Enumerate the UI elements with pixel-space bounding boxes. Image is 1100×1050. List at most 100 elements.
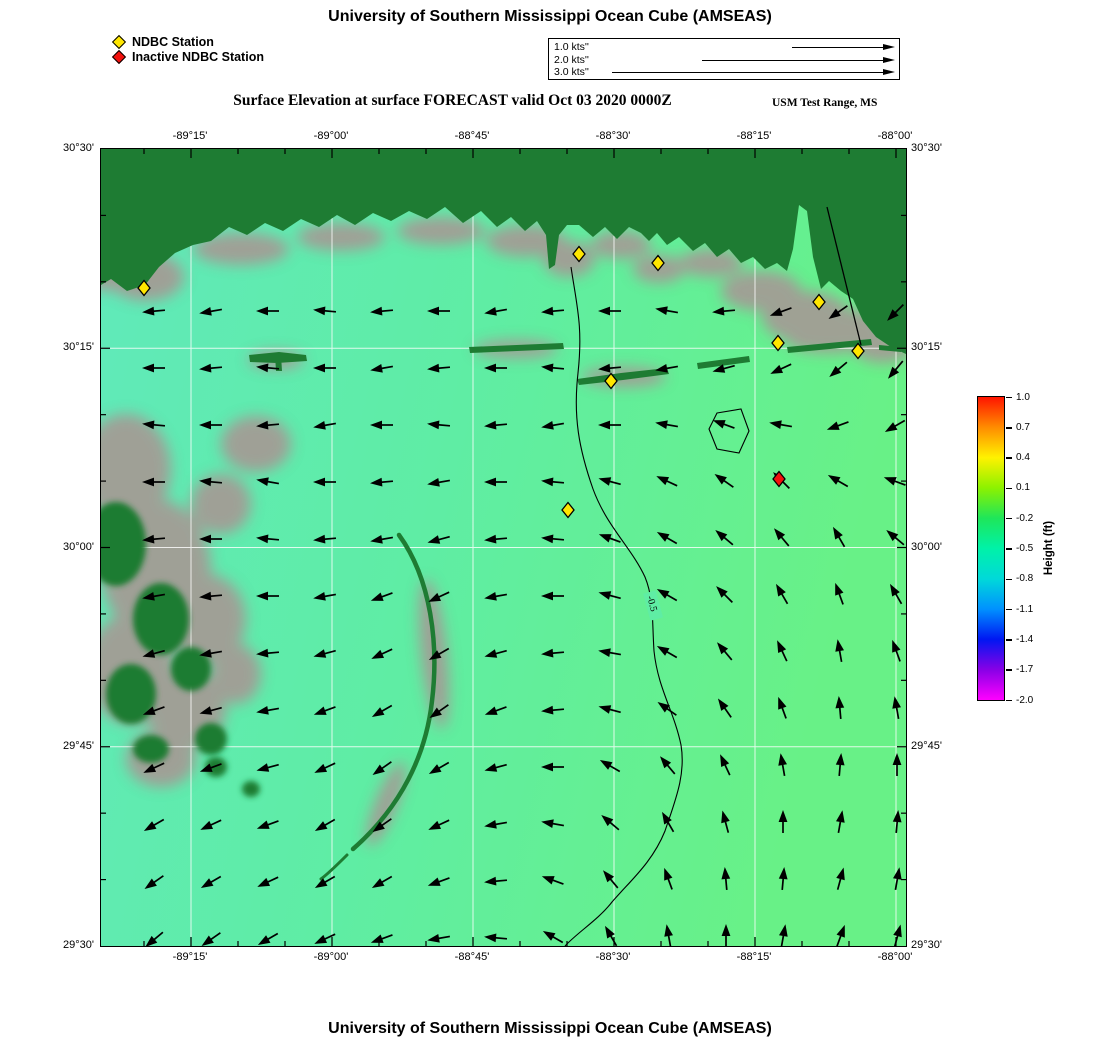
current-arrow: [541, 363, 565, 373]
chandeleur-islands: [350, 532, 437, 852]
current-arrow: [778, 753, 787, 777]
colorbar-tick-label: 0.1: [1016, 482, 1030, 494]
ship-island: [469, 343, 564, 353]
current-arrow: [142, 649, 165, 658]
current-arrow: [541, 819, 565, 828]
ndbc-station-marker: [561, 501, 575, 519]
current-arrow: [892, 753, 902, 776]
current-arrow: [717, 698, 732, 718]
current-arrow: [720, 754, 731, 776]
closed-contour: [708, 408, 750, 454]
axis-tick-label: -88°30': [595, 130, 631, 142]
current-arrow: [484, 534, 508, 544]
current-arrow: [199, 307, 223, 316]
vector-scale-arrowhead-icon: [883, 69, 895, 76]
current-arrow: [313, 477, 336, 487]
current-arrow: [656, 476, 678, 487]
footer-title: University of Southern Mississippi Ocean…: [328, 1020, 772, 1037]
current-arrow: [256, 820, 279, 829]
current-arrow: [598, 363, 622, 373]
current-arrow: [656, 646, 678, 659]
legend-row-active: NDBC Station: [111, 34, 264, 49]
current-arrow: [256, 534, 280, 544]
current-arrow: [778, 696, 787, 719]
region-label: USM Test Range, MS: [772, 97, 878, 109]
colorbar-tick: [1006, 699, 1012, 702]
colorbar-tick-label: -0.2: [1016, 512, 1034, 524]
current-arrow: [829, 361, 848, 377]
map: -0.5: [100, 148, 907, 947]
current-arrow: [827, 475, 849, 488]
current-arrow: [314, 818, 336, 831]
east-islet: [879, 345, 901, 352]
current-arrow: [777, 640, 788, 662]
colorbar-tick: [1006, 427, 1012, 429]
current-arrow: [142, 306, 166, 316]
current-arrow: [541, 306, 565, 316]
axis-tick-label: -88°45': [454, 130, 490, 142]
current-arrow: [484, 420, 508, 430]
current-arrow: [712, 420, 735, 429]
stations-layer: [137, 245, 865, 519]
current-arrow: [428, 591, 450, 602]
current-arrow: [655, 364, 679, 373]
current-arrow: [427, 877, 450, 886]
current-arrow: [200, 819, 222, 830]
elevation-contour: [564, 266, 683, 946]
petit-bois-island: [697, 356, 750, 369]
current-arrow: [428, 819, 450, 830]
current-arrow: [142, 477, 165, 487]
current-arrow: [199, 420, 222, 430]
colorbar-tick: [1006, 517, 1012, 520]
axis-tick-label: -88°00': [877, 130, 913, 142]
cat-island: [249, 352, 307, 371]
current-arrow: [199, 706, 222, 715]
current-arrow: [769, 420, 793, 429]
current-arrow: [892, 639, 901, 662]
current-arrow: [717, 642, 733, 661]
vector-scale-shaft: [612, 72, 884, 73]
current-arrow: [664, 924, 673, 946]
chandeleur-fragment: [319, 853, 349, 881]
current-arrow: [826, 421, 849, 430]
current-arrow: [370, 592, 393, 601]
current-arrow: [314, 875, 336, 888]
vector-scale-row: 2.0 kts'': [549, 54, 899, 67]
current-arrow: [890, 583, 903, 605]
current-arrow: [541, 648, 565, 658]
legend-row-inactive: Inactive NDBC Station: [111, 49, 264, 64]
vector-scale-row: 3.0 kts'': [549, 66, 899, 79]
current-arrow: [256, 306, 279, 316]
current-arrow: [256, 591, 279, 601]
current-arrow: [370, 535, 394, 544]
current-arrow: [656, 532, 678, 545]
current-arrow: [484, 706, 507, 715]
inactive-ndbc-station-marker: [772, 470, 786, 488]
vector-scale-label: 2.0 kts'': [554, 53, 589, 66]
current-arrow: [142, 420, 166, 430]
current-arrow: [541, 477, 565, 487]
page-title: University of Southern Mississippi Ocean…: [328, 8, 772, 25]
current-arrow: [836, 810, 845, 834]
current-arrow: [835, 582, 844, 605]
current-arrow: [370, 934, 393, 943]
colorbar: 1.0 0.7 0.4 0.1 -0.2 -0.5 -0.8 -1.1 -1.4 -1.7 -2.0…: [973, 392, 1099, 707]
current-arrow: [256, 363, 280, 373]
axis-tick-label: -88°30': [595, 951, 631, 963]
current-arrow: [662, 811, 675, 833]
current-arrow: [541, 421, 565, 430]
colorbar-tick: [1006, 669, 1012, 671]
current-arrow: [836, 867, 845, 890]
current-arrow: [887, 304, 904, 321]
contour-label-group: -0.5: [643, 590, 663, 621]
legend-label-active: NDBC Station: [132, 34, 214, 49]
ndbc-station-marker: [812, 293, 826, 311]
current-arrow: [712, 364, 735, 373]
current-arrow: [601, 815, 620, 831]
current-arrow: [313, 649, 336, 658]
axis-tick-label: 30°15': [911, 341, 942, 354]
current-arrow: [598, 306, 621, 316]
vector-scale-shaft: [702, 59, 884, 61]
current-arrow: [828, 305, 848, 320]
current-arrow: [893, 867, 902, 891]
